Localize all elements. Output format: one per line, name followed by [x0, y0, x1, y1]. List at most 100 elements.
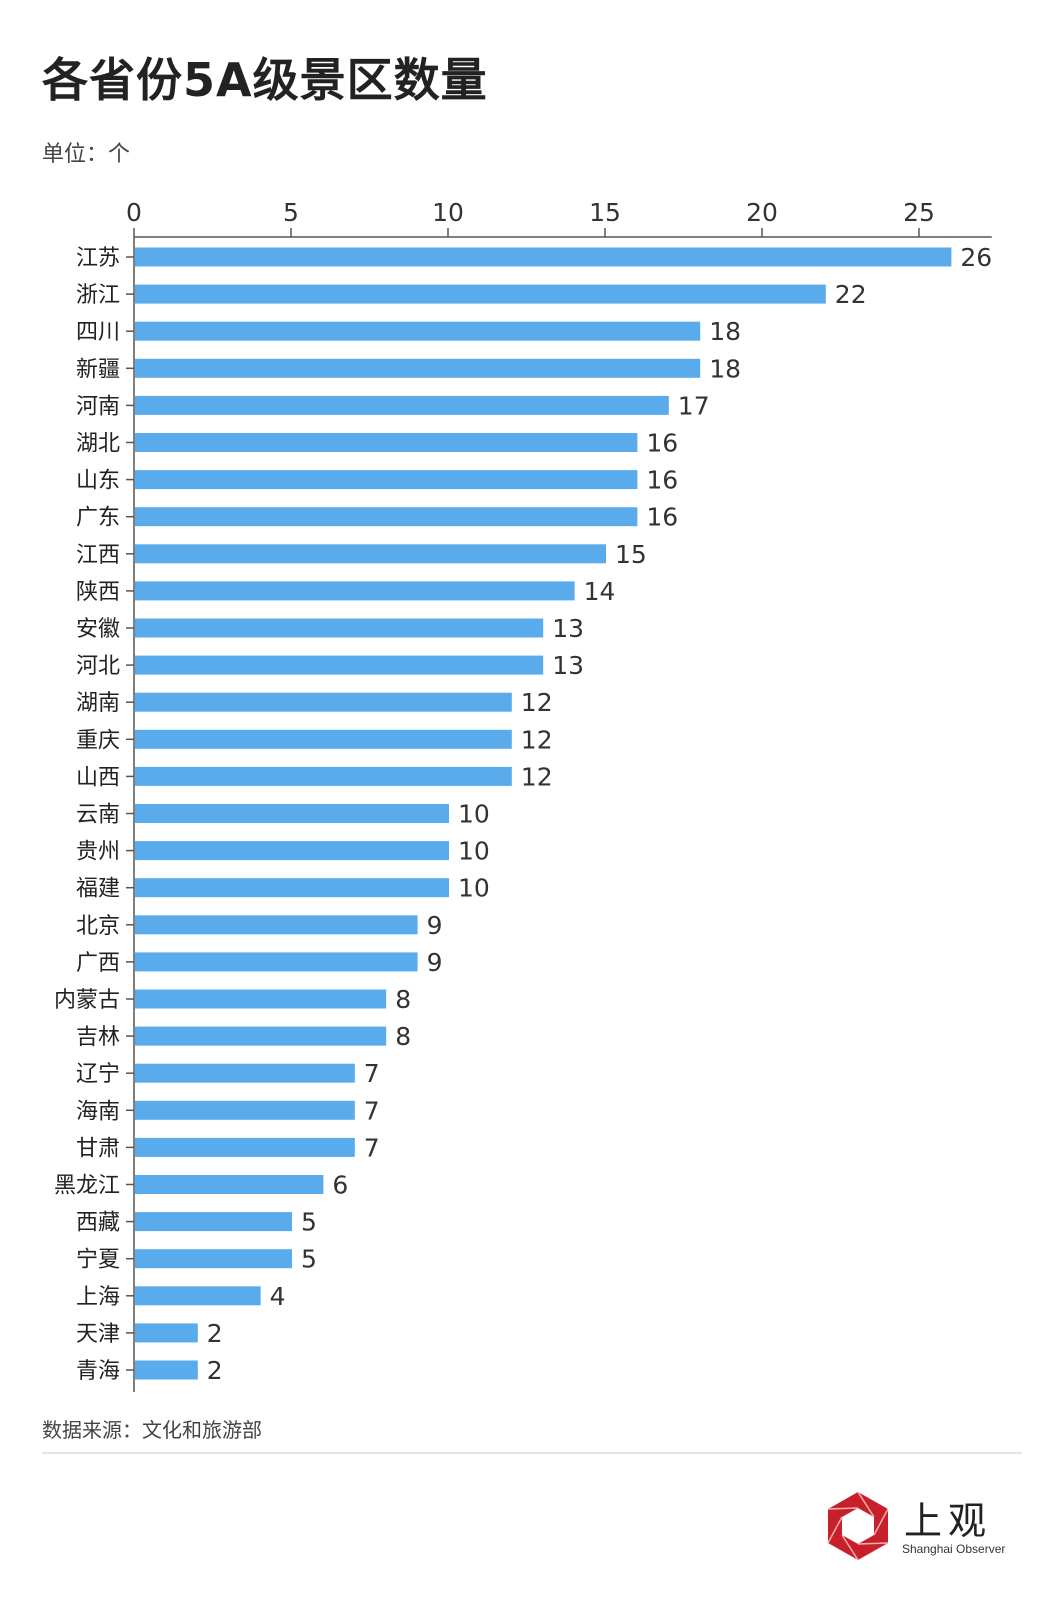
x-tick-label: 5 — [283, 198, 299, 227]
category-label: 广西 — [76, 951, 120, 976]
data-label: 17 — [678, 391, 710, 420]
bar — [135, 989, 387, 1009]
bar — [135, 1286, 261, 1306]
bar — [135, 507, 638, 527]
category-label: 天津 — [76, 1322, 120, 1347]
data-label: 10 — [458, 800, 490, 829]
category-label: 辽宁 — [76, 1062, 120, 1087]
bar — [135, 1323, 198, 1343]
category-label: 甘肃 — [76, 1136, 120, 1161]
data-label: 16 — [646, 466, 678, 495]
logo-text-cn: 上观 — [904, 1499, 993, 1543]
category-label: 山东 — [76, 469, 120, 494]
category-label: 广东 — [76, 506, 120, 531]
data-label: 16 — [646, 503, 678, 532]
category-label: 河南 — [76, 394, 120, 419]
data-label: 10 — [458, 837, 490, 866]
bar — [135, 284, 826, 304]
bar — [135, 1100, 355, 1120]
bar — [135, 544, 606, 564]
category-label: 青海 — [76, 1359, 120, 1384]
category-label: 福建 — [76, 877, 120, 902]
category-label: 重庆 — [76, 728, 120, 753]
bar — [135, 470, 638, 490]
data-label: 12 — [521, 762, 553, 791]
divider — [42, 1452, 1022, 1454]
data-label: 22 — [835, 280, 867, 309]
category-label: 北京 — [76, 914, 120, 939]
category-label: 上海 — [76, 1285, 120, 1310]
category-label: 宁夏 — [76, 1248, 120, 1273]
bar — [135, 952, 418, 972]
data-label: 5 — [301, 1245, 317, 1274]
data-label: 9 — [427, 948, 443, 977]
data-label: 12 — [521, 725, 553, 754]
category-label: 安徽 — [76, 617, 120, 642]
category-label: 云南 — [76, 803, 120, 828]
data-label: 5 — [301, 1208, 317, 1237]
data-label: 7 — [364, 1133, 380, 1162]
bar — [135, 321, 701, 341]
data-label: 2 — [207, 1356, 223, 1385]
data-label: 14 — [584, 577, 616, 606]
bar — [135, 395, 669, 415]
data-label: 13 — [552, 651, 584, 680]
category-label: 海南 — [76, 1099, 120, 1124]
bar — [135, 692, 512, 712]
data-label: 8 — [395, 985, 411, 1014]
x-tick-label: 0 — [126, 198, 142, 227]
data-label: 7 — [364, 1059, 380, 1088]
category-label: 新疆 — [76, 357, 120, 382]
category-label: 湖南 — [76, 691, 120, 716]
category-label: 山西 — [76, 765, 120, 790]
data-label: 8 — [395, 1022, 411, 1051]
shanghai-observer-logo: 上观 Shanghai Observer — [822, 1490, 1022, 1570]
data-label: 15 — [615, 540, 647, 569]
category-label: 江西 — [76, 543, 120, 568]
x-tick-label: 25 — [903, 198, 935, 227]
category-label: 四川 — [76, 320, 120, 345]
bar — [135, 618, 544, 638]
data-label: 12 — [521, 688, 553, 717]
data-label: 9 — [427, 911, 443, 940]
category-label: 陕西 — [76, 580, 120, 605]
data-label: 7 — [364, 1096, 380, 1125]
data-label: 18 — [709, 354, 741, 383]
bar — [135, 655, 544, 675]
data-label: 4 — [270, 1282, 286, 1311]
bar — [135, 1137, 355, 1157]
data-label: 26 — [960, 243, 992, 272]
chart-title: 各省份5A级景区数量 — [42, 53, 488, 107]
bar — [135, 1360, 198, 1380]
bar — [135, 729, 512, 749]
x-tick-label: 10 — [432, 198, 464, 227]
bar — [135, 1026, 387, 1046]
bar — [135, 1249, 292, 1269]
bar — [135, 1212, 292, 1232]
category-label: 湖北 — [76, 432, 120, 457]
category-label: 吉林 — [76, 1025, 120, 1050]
data-label: 2 — [207, 1319, 223, 1348]
data-label: 16 — [646, 429, 678, 458]
category-label: 河北 — [76, 654, 120, 679]
data-label: 10 — [458, 874, 490, 903]
category-label: 西藏 — [76, 1211, 120, 1236]
bar — [135, 766, 512, 786]
data-label: 18 — [709, 317, 741, 346]
logo-hexagon-icon — [827, 1491, 889, 1561]
bar — [135, 433, 638, 452]
bar — [135, 1063, 355, 1083]
bar — [135, 581, 575, 601]
unit-label: 单位：个 — [42, 142, 131, 167]
bar — [135, 878, 449, 898]
category-label: 浙江 — [76, 283, 120, 308]
bar — [135, 804, 449, 823]
data-label: 6 — [332, 1171, 348, 1200]
bar — [135, 358, 701, 378]
bar — [135, 915, 418, 935]
logo-text-en: Shanghai Observer — [902, 1542, 1006, 1556]
bar — [135, 247, 952, 267]
bar — [135, 1175, 324, 1194]
category-label: 江苏 — [76, 246, 120, 271]
